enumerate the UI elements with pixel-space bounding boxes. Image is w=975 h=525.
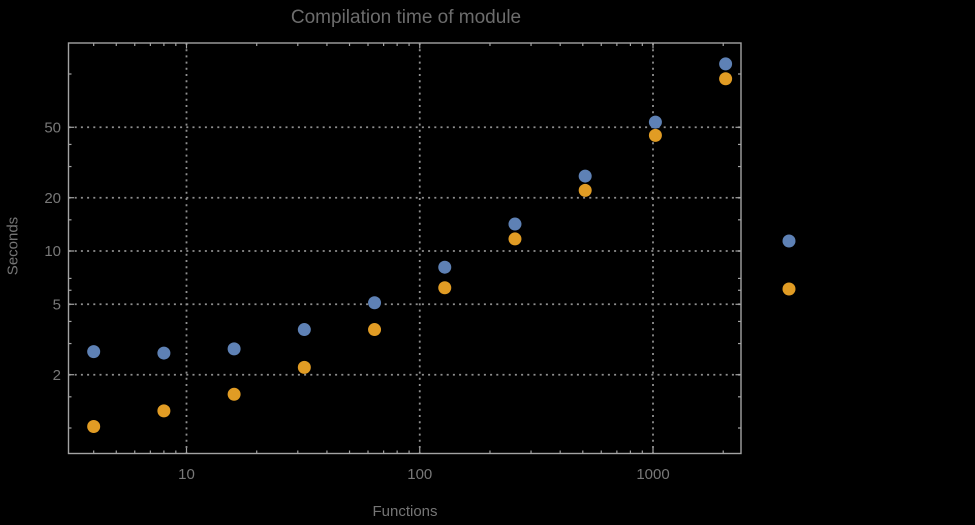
data-point-blue-series	[157, 346, 171, 360]
data-point-blue-series	[438, 260, 452, 274]
data-point-orange-series	[578, 183, 592, 197]
data-point-orange-series	[157, 404, 171, 418]
x-tick-label: 10	[178, 466, 195, 483]
y-tick-label: 50	[44, 119, 61, 136]
data-point-orange-series	[719, 72, 733, 86]
data-point-blue-series	[87, 345, 101, 359]
y-axis-title: Seconds	[4, 216, 22, 276]
y-tick-label: 10	[44, 243, 61, 260]
data-point-blue-series	[578, 169, 592, 183]
data-point-blue-series	[297, 323, 311, 337]
x-tick-label: 1000	[636, 466, 669, 483]
data-point-blue-series	[648, 115, 662, 129]
plot-frame	[67, 42, 742, 455]
data-point-orange-series	[648, 128, 662, 142]
data-point-orange-series	[227, 387, 241, 401]
legend-marker-blue-series	[782, 234, 796, 248]
y-tick-label: 2	[53, 367, 61, 384]
data-point-orange-series	[368, 323, 382, 337]
legend-marker-orange-series	[782, 282, 796, 296]
data-point-orange-series	[508, 232, 522, 246]
data-point-blue-series	[227, 342, 241, 356]
data-point-orange-series	[87, 419, 101, 433]
data-point-blue-series	[508, 217, 522, 231]
data-point-blue-series	[719, 57, 733, 71]
y-tick-label: 20	[44, 190, 61, 207]
x-tick-label: 100	[407, 466, 432, 483]
data-point-blue-series	[368, 296, 382, 310]
chart-title: Compilation time of module	[290, 7, 522, 28]
data-point-orange-series	[438, 281, 452, 295]
y-tick-label: 5	[53, 296, 61, 313]
data-point-orange-series	[297, 360, 311, 374]
x-axis-title: Functions	[372, 503, 438, 520]
